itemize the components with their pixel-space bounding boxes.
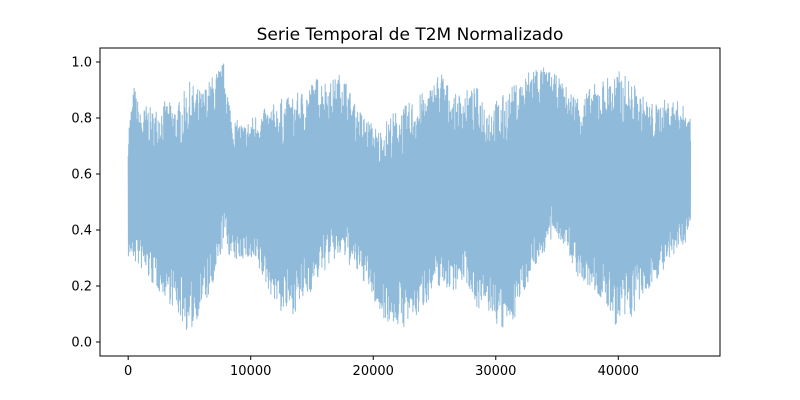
- series-layer: [127, 63, 692, 330]
- y-tick-label: 0.0: [71, 336, 92, 351]
- x-tick-label: 20000: [353, 364, 394, 379]
- x-tick-label: 40000: [598, 364, 639, 379]
- y-tick-label: 0.8: [71, 112, 92, 127]
- x-tick-label: 0: [124, 364, 132, 379]
- chart-title: Serie Temporal de T2M Normalizado: [257, 25, 564, 45]
- x-axis: 0 10000 20000 30000 40000: [124, 356, 639, 379]
- y-tick-label: 0.6: [71, 168, 92, 183]
- x-tick-label: 10000: [230, 364, 271, 379]
- series-line: [127, 63, 692, 330]
- y-tick-label: 1.0: [71, 56, 92, 71]
- y-tick-label: 0.4: [71, 224, 92, 239]
- y-axis: 0.0 0.2 0.4 0.6 0.8 1.0: [71, 56, 100, 351]
- y-tick-label: 0.2: [71, 280, 92, 295]
- x-tick-label: 30000: [475, 364, 516, 379]
- plot-frame: [99, 47, 721, 357]
